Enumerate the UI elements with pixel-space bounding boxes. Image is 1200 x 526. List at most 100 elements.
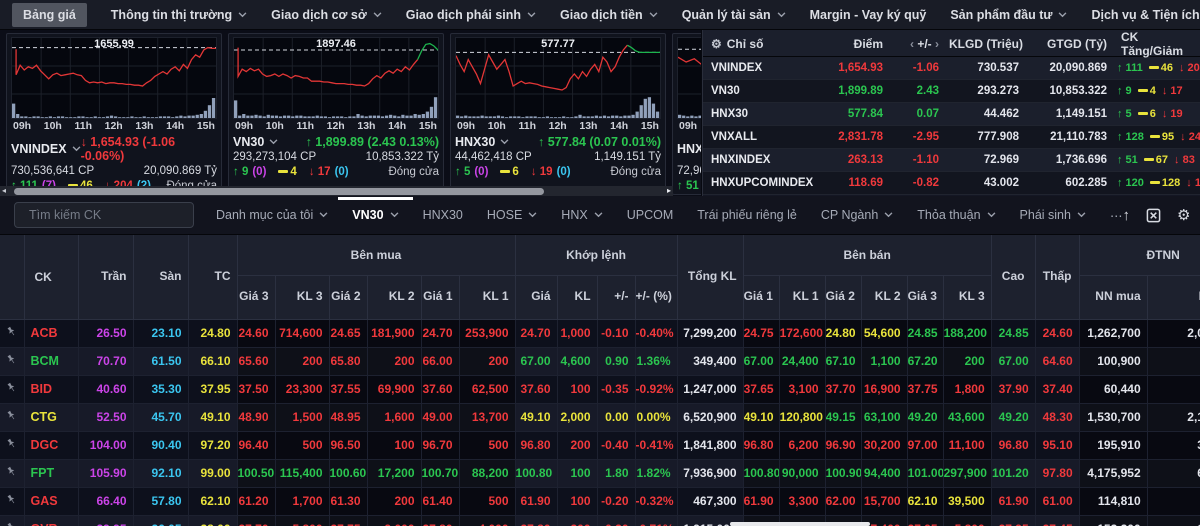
cell[interactable]: 49.10 <box>515 403 558 432</box>
pin-cell[interactable] <box>0 431 25 460</box>
cell[interactable]: 100.70 <box>421 459 460 488</box>
pin-cell[interactable] <box>0 347 25 376</box>
tab-Trái phiếu riêng lẻ[interactable]: Trái phiếu riêng lẻ <box>697 208 797 222</box>
cell[interactable]: 61.30 <box>329 487 368 516</box>
cell[interactable]: 500 <box>275 431 330 460</box>
mini-chart[interactable] <box>677 37 701 119</box>
cell[interactable]: 100.60 <box>329 459 368 488</box>
gear-icon[interactable]: ⚙ <box>711 37 722 51</box>
scroll-right-arrow-icon[interactable]: ▸ <box>666 186 671 195</box>
table-scrollbar-thumb[interactable] <box>730 522 870 526</box>
cell[interactable]: 500 <box>459 487 516 516</box>
tab-Phái sinh[interactable]: Phái sinh <box>1020 208 1086 222</box>
cell[interactable]: 39,500 <box>943 487 992 516</box>
cell[interactable]: 88,200 <box>459 459 516 488</box>
chart-index-name[interactable]: VNINDEX <box>11 142 81 156</box>
cell[interactable]: 4,000 <box>459 515 516 526</box>
cell[interactable]: 253,900 <box>459 319 516 348</box>
cell[interactable]: 96.80 <box>515 431 558 460</box>
cell[interactable]: 65.80 <box>329 347 368 376</box>
cell[interactable]: 1,100 <box>861 347 908 376</box>
cell[interactable]: 37.60 <box>515 375 558 404</box>
cell[interactable]: 62.00 <box>825 487 862 516</box>
cell[interactable]: 24.75 <box>743 319 780 348</box>
scroll-left-arrow-icon[interactable]: ◂ <box>2 186 7 195</box>
cell[interactable]: 48.90 <box>237 403 276 432</box>
cell[interactable]: 30,200 <box>861 431 908 460</box>
cell[interactable]: 120,800 <box>779 403 826 432</box>
index-row-VN30[interactable]: VN30 1,899.89 2.43 293.273 10,853.322 ↑ … <box>703 80 1200 103</box>
cell[interactable]: 27.80 <box>421 515 460 526</box>
cell[interactable]: 11,100 <box>943 431 992 460</box>
cell[interactable]: 54,600 <box>861 319 908 348</box>
symbol-cell[interactable]: CTG <box>24 403 79 432</box>
cell[interactable]: 200 <box>943 347 992 376</box>
cell[interactable]: 5,800 <box>943 515 992 526</box>
cell[interactable]: 23,300 <box>275 375 330 404</box>
tab-⋯[interactable]: ⋯ <box>1110 208 1123 223</box>
cell[interactable]: 49.10 <box>743 403 780 432</box>
charts-scrollbar-thumb[interactable] <box>14 187 544 195</box>
cell[interactable]: 37.70 <box>825 375 862 404</box>
mini-chart[interactable]: 1655.99 <box>11 37 217 119</box>
cell[interactable]: 96.90 <box>825 431 862 460</box>
cell[interactable]: 37.60 <box>421 375 460 404</box>
cell[interactable]: 2,000 <box>557 403 598 432</box>
nav-item-8[interactable]: Dịch vụ & Tiện ích <box>1091 8 1200 22</box>
chart-index-name[interactable]: VN30 <box>233 135 278 149</box>
cell[interactable]: 24.70 <box>421 319 460 348</box>
cell[interactable]: 200 <box>557 431 598 460</box>
cell[interactable]: 96.80 <box>743 431 780 460</box>
cell[interactable]: 37.65 <box>743 375 780 404</box>
symbol-cell[interactable]: ACB <box>24 319 79 348</box>
settings-gear-icon[interactable]: ⚙ <box>1176 206 1191 224</box>
cell[interactable]: 500 <box>459 431 516 460</box>
cell[interactable]: 100.80 <box>743 459 780 488</box>
nav-item-1[interactable]: Thông tin thị trường <box>111 8 247 22</box>
cell[interactable]: 200 <box>459 347 516 376</box>
search-box[interactable] <box>14 202 194 228</box>
cell[interactable]: 24.85 <box>907 319 944 348</box>
chart-index-name[interactable]: HNXINDEX <box>677 142 701 156</box>
nav-item-4[interactable]: Giao dịch tiền <box>560 8 658 22</box>
cell[interactable]: 100 <box>557 487 598 516</box>
nav-item-5[interactable]: Quản lý tài sản <box>682 8 786 22</box>
cell[interactable]: 16,900 <box>861 375 908 404</box>
index-row-HNXINDEX[interactable]: HNXINDEX 263.13 -1.10 72.969 1,736.696 ↑… <box>703 149 1200 172</box>
nav-item-0[interactable]: Bảng giá <box>12 2 87 27</box>
cell[interactable]: 96.70 <box>421 431 460 460</box>
excel-export-icon[interactable] <box>1146 208 1161 223</box>
cell[interactable]: 200 <box>367 487 422 516</box>
index-row-VNXALL[interactable]: VNXALL 2,831.78 -2.95 777.908 21,110.783… <box>703 126 1200 149</box>
symbol-cell[interactable]: DGC <box>24 431 79 460</box>
cell[interactable]: 188,200 <box>943 319 992 348</box>
tab-CP Ngành[interactable]: CP Ngành <box>821 208 893 222</box>
tab-HOSE[interactable]: HOSE <box>487 208 537 222</box>
cell[interactable]: 43,600 <box>943 403 992 432</box>
cell[interactable]: 94,400 <box>861 459 908 488</box>
mini-chart[interactable]: 1897.46 <box>233 37 439 119</box>
nav-item-7[interactable]: Sản phẩm đầu tư <box>950 8 1067 22</box>
cell[interactable]: 100 <box>557 375 598 404</box>
cell[interactable]: 200 <box>557 515 598 526</box>
cell[interactable]: 714,600 <box>275 319 330 348</box>
cell[interactable]: 61.40 <box>421 487 460 516</box>
cell[interactable]: 61.90 <box>515 487 558 516</box>
scroll-top-arrow-icon[interactable]: ↑ <box>1122 206 1130 224</box>
cell[interactable]: 27.75 <box>329 515 368 526</box>
cell[interactable]: 101.00 <box>907 459 944 488</box>
cell[interactable]: 24.70 <box>515 319 558 348</box>
cell[interactable]: 27.95 <box>907 515 944 526</box>
mini-chart[interactable]: 577.77 <box>455 37 661 119</box>
cell[interactable]: 62,500 <box>459 375 516 404</box>
cell[interactable]: 5,800 <box>275 515 330 526</box>
cell[interactable]: 65.60 <box>237 347 276 376</box>
index-row-HNX30[interactable]: HNX30 577.84 0.07 44.462 1,149.151 ↑ 5 6 ↓… <box>703 103 1200 126</box>
cell[interactable]: 96.50 <box>329 431 368 460</box>
cell[interactable]: 1,600 <box>367 403 422 432</box>
cell[interactable]: 67.20 <box>907 347 944 376</box>
pin-cell[interactable] <box>0 459 25 488</box>
index-row-HNXUPCOMINDEX[interactable]: HNXUPCOMINDEX 118.69 -0.82 43.002 602.28… <box>703 172 1200 195</box>
tab-UPCOM[interactable]: UPCOM <box>627 208 674 222</box>
cell[interactable]: 1,700 <box>275 487 330 516</box>
